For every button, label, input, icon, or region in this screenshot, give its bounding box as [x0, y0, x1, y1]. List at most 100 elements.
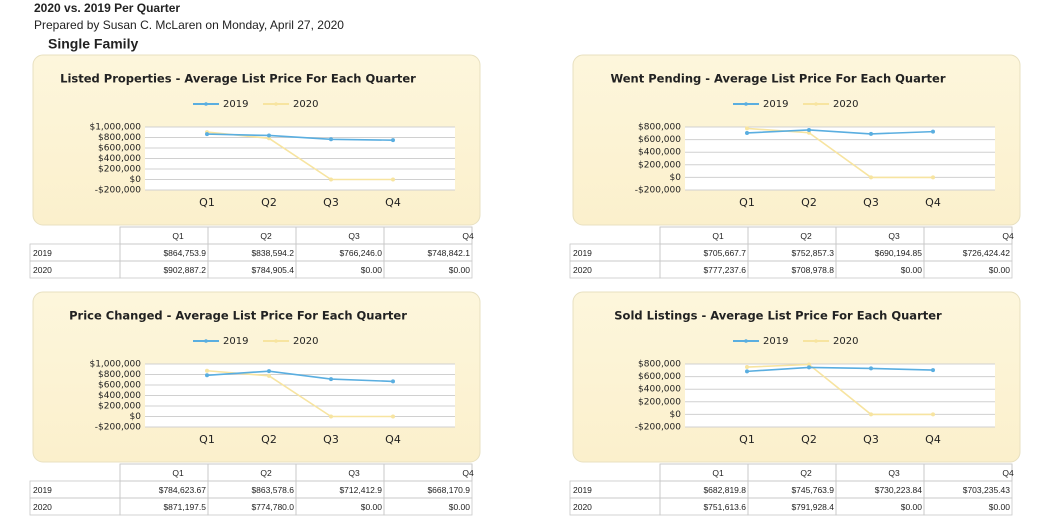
table-value: $703,235.43 [963, 485, 1011, 495]
table-value: $748,842.1 [427, 248, 470, 258]
point [807, 365, 811, 370]
table-value: $0.00 [989, 265, 1011, 275]
series-line [746, 129, 934, 135]
table-value: $864,753.9 [163, 248, 206, 258]
legend-label: 2019 [223, 336, 248, 347]
table-value: $0.00 [989, 502, 1011, 512]
legend-marker [274, 339, 278, 343]
point [745, 130, 749, 135]
y-tick-label: $200,000 [638, 160, 681, 170]
x-tick-label: Q3 [323, 196, 339, 209]
y-tick-label: $400,000 [98, 154, 141, 164]
legend-label: 2020 [293, 336, 318, 347]
point [267, 133, 271, 138]
table-value: $838,594.2 [251, 248, 294, 258]
table-row-label: 2020 [573, 502, 592, 512]
series-line [746, 363, 933, 416]
point [391, 414, 395, 419]
table-value: $708,978.8 [791, 265, 834, 275]
point [267, 369, 271, 374]
table-cell [119, 226, 209, 245]
y-tick-label: -$200,000 [635, 423, 681, 433]
x-tick-label: Q4 [925, 433, 941, 446]
table-value: $863,578.6 [251, 485, 294, 495]
table-value: $712,412.9 [339, 485, 382, 495]
y-tick-label: $200,000 [638, 397, 681, 407]
table-header: Q3 [888, 231, 900, 241]
x-tick-label: Q4 [385, 433, 401, 446]
table-header: Q1 [712, 231, 724, 241]
point [745, 369, 749, 374]
legend-label: 2019 [763, 336, 788, 347]
point [391, 379, 395, 384]
x-tick-label: Q1 [739, 433, 755, 446]
legend-marker [744, 339, 748, 343]
y-tick-label: $600,000 [638, 135, 681, 145]
point [267, 136, 271, 141]
table-cell [835, 463, 925, 482]
y-tick-label: $200,000 [98, 402, 141, 412]
y-tick-label: $400,000 [638, 385, 681, 395]
table-header: Q2 [800, 468, 812, 478]
table-value: $0.00 [901, 265, 923, 275]
y-tick-label: $800,000 [98, 133, 141, 143]
table-header: Q1 [172, 468, 184, 478]
table-row-label: 2019 [573, 485, 592, 495]
table-row-label: 2020 [573, 265, 592, 275]
point [205, 132, 209, 137]
table-cell [923, 463, 1013, 482]
table-cell [835, 226, 925, 245]
legend-marker [204, 339, 208, 343]
x-tick-label: Q1 [199, 196, 215, 209]
table-value: $791,928.4 [791, 502, 834, 512]
y-tick-label: $600,000 [638, 372, 681, 382]
point [205, 373, 209, 378]
table-value: $705,667.7 [703, 248, 746, 258]
legend-label: 2020 [293, 99, 318, 110]
point [745, 126, 749, 131]
table-header: Q3 [348, 231, 360, 241]
table-header: Q2 [260, 231, 272, 241]
x-tick-label: Q2 [261, 433, 277, 446]
table-cell [295, 463, 385, 482]
table-value: $784,905.4 [251, 265, 294, 275]
point [931, 368, 935, 373]
table-value: $726,424.42 [963, 248, 1011, 258]
legend-marker [814, 102, 818, 106]
table-value: $668,170.9 [427, 485, 470, 495]
plot-area [685, 364, 995, 427]
x-tick-label: Q1 [739, 196, 755, 209]
table-value: $766,246.0 [339, 248, 382, 258]
y-tick-label: $0 [130, 175, 142, 185]
x-tick-label: Q1 [199, 433, 215, 446]
table-header: Q2 [800, 231, 812, 241]
y-tick-label: $0 [130, 412, 142, 422]
y-tick-label: $0 [670, 173, 682, 183]
table-header: Q4 [462, 231, 474, 241]
x-tick-label: Q3 [863, 196, 879, 209]
table-cell [383, 226, 473, 245]
chart-title: Sold Listings - Average List Price For E… [614, 309, 942, 323]
table-cell [383, 260, 473, 279]
table-cell [383, 497, 473, 516]
table-value: $690,194.85 [875, 248, 923, 258]
table-cell [923, 497, 1013, 516]
table-value: $0.00 [449, 502, 471, 512]
table-header: Q3 [348, 468, 360, 478]
table-cell [383, 463, 473, 482]
plot-area [685, 127, 995, 190]
x-tick-label: Q4 [385, 196, 401, 209]
point [807, 127, 811, 132]
table-row-label: 2019 [33, 485, 52, 495]
table-header: Q3 [888, 468, 900, 478]
x-tick-label: Q2 [801, 196, 817, 209]
table-cell [747, 226, 837, 245]
table-value: $751,613.6 [703, 502, 746, 512]
y-tick-label: -$200,000 [635, 186, 681, 196]
table-cell [659, 226, 749, 245]
legend-marker [744, 102, 748, 106]
legend-label: 2019 [223, 99, 248, 110]
y-tick-label: $800,000 [638, 360, 681, 370]
y-tick-label: $800,000 [638, 123, 681, 133]
